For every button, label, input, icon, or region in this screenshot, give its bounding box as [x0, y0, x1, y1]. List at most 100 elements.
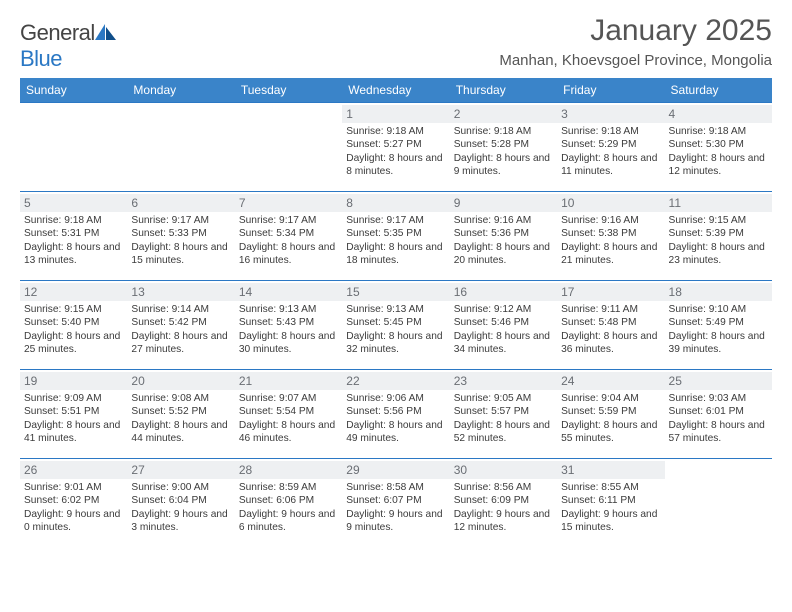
day-cell: 21Sunrise: 9:07 AMSunset: 5:54 PMDayligh…	[235, 370, 342, 458]
day-details: Sunrise: 9:13 AMSunset: 5:45 PMDaylight:…	[346, 303, 445, 357]
calendar-cell: 24Sunrise: 9:04 AMSunset: 5:59 PMDayligh…	[557, 370, 664, 459]
day-details: Sunrise: 9:05 AMSunset: 5:57 PMDaylight:…	[454, 392, 553, 446]
daylight-text: Daylight: 8 hours and 39 minutes.	[669, 331, 765, 355]
daylight-text: Daylight: 8 hours and 8 minutes.	[346, 153, 442, 177]
sunrise-text: Sunrise: 9:06 AM	[346, 393, 424, 404]
calendar-cell: 11Sunrise: 9:15 AMSunset: 5:39 PMDayligh…	[665, 192, 772, 281]
day-details: Sunrise: 8:56 AMSunset: 6:09 PMDaylight:…	[454, 481, 553, 535]
calendar-week: 1 Sunrise: 9:18 AMSunset: 5:27 PMDaylight…	[20, 103, 772, 192]
calendar-cell: 20Sunrise: 9:08 AMSunset: 5:52 PMDayligh…	[127, 370, 234, 459]
day-cell: 28Sunrise: 8:59 AMSunset: 6:06 PMDayligh…	[235, 459, 342, 547]
day-number: 6	[127, 194, 234, 212]
day-header: Saturday	[665, 78, 772, 103]
calendar-week: 12Sunrise: 9:15 AMSunset: 5:40 PMDayligh…	[20, 281, 772, 370]
calendar-cell: 31 Sunrise: 8:55 AMSunset: 6:11 PMDayligh…	[557, 459, 664, 548]
daylight-text: Daylight: 9 hours and 0 minutes.	[24, 509, 120, 533]
day-number: 31	[557, 461, 664, 479]
day-header: Tuesday	[235, 78, 342, 103]
sail-icon	[95, 24, 117, 40]
sunset-text: Sunset: 5:36 PM	[454, 228, 529, 239]
sunset-text: Sunset: 5:49 PM	[669, 317, 744, 328]
day-details: Sunrise: 8:59 AMSunset: 6:06 PMDaylight:…	[239, 481, 338, 535]
daylight-text: Daylight: 9 hours and 6 minutes.	[239, 509, 335, 533]
sunrise-text: Sunrise: 9:01 AM	[24, 482, 102, 493]
day-details: Sunrise: 9:17 AMSunset: 5:33 PMDaylight:…	[131, 214, 230, 268]
day-cell: 20Sunrise: 9:08 AMSunset: 5:52 PMDayligh…	[127, 370, 234, 458]
day-details: Sunrise: 9:18 AMSunset: 5:31 PMDaylight:…	[24, 214, 123, 268]
sunset-text: Sunset: 6:07 PM	[346, 495, 421, 506]
calendar-cell: 26Sunrise: 9:01 AMSunset: 6:02 PMDayligh…	[20, 459, 127, 548]
brand-text: General Blue	[20, 20, 117, 72]
sunrise-text: Sunrise: 9:18 AM	[669, 126, 747, 137]
day-number: 29	[342, 461, 449, 479]
calendar-week: 26Sunrise: 9:01 AMSunset: 6:02 PMDayligh…	[20, 459, 772, 548]
sunset-text: Sunset: 5:34 PM	[239, 228, 314, 239]
sunrise-text: Sunrise: 9:03 AM	[669, 393, 747, 404]
sunset-text: Sunset: 5:43 PM	[239, 317, 314, 328]
calendar-cell: 13Sunrise: 9:14 AMSunset: 5:42 PMDayligh…	[127, 281, 234, 370]
day-details: Sunrise: 9:18 AMSunset: 5:30 PMDaylight:…	[669, 125, 768, 179]
brand-word2: Blue	[20, 46, 62, 71]
calendar-cell	[127, 103, 234, 192]
day-number: 21	[235, 372, 342, 390]
day-cell: 29Sunrise: 8:58 AMSunset: 6:07 PMDayligh…	[342, 459, 449, 547]
day-header: Friday	[557, 78, 664, 103]
sunset-text: Sunset: 6:04 PM	[131, 495, 206, 506]
sunset-text: Sunset: 5:35 PM	[346, 228, 421, 239]
day-cell: 11Sunrise: 9:15 AMSunset: 5:39 PMDayligh…	[665, 192, 772, 280]
day-details: Sunrise: 9:16 AMSunset: 5:38 PMDaylight:…	[561, 214, 660, 268]
daylight-text: Daylight: 8 hours and 12 minutes.	[669, 153, 765, 177]
sunrise-text: Sunrise: 9:17 AM	[239, 215, 317, 226]
day-number: 2	[450, 105, 557, 123]
day-number: 26	[20, 461, 127, 479]
day-number: 8	[342, 194, 449, 212]
sunset-text: Sunset: 5:59 PM	[561, 406, 636, 417]
day-details: Sunrise: 9:00 AMSunset: 6:04 PMDaylight:…	[131, 481, 230, 535]
day-details: Sunrise: 8:55 AMSunset: 6:11 PMDaylight:…	[561, 481, 660, 535]
day-details: Sunrise: 9:18 AMSunset: 5:27 PMDaylight:…	[346, 125, 445, 179]
sunset-text: Sunset: 5:42 PM	[131, 317, 206, 328]
day-cell: 5Sunrise: 9:18 AMSunset: 5:31 PMDaylight…	[20, 192, 127, 280]
daylight-text: Daylight: 8 hours and 49 minutes.	[346, 420, 442, 444]
day-number: 24	[557, 372, 664, 390]
sunset-text: Sunset: 6:09 PM	[454, 495, 529, 506]
sunrise-text: Sunrise: 9:12 AM	[454, 304, 532, 315]
daylight-text: Daylight: 9 hours and 9 minutes.	[346, 509, 442, 533]
day-number: 3	[557, 105, 664, 123]
daylight-text: Daylight: 8 hours and 15 minutes.	[131, 242, 227, 266]
calendar-cell: 29Sunrise: 8:58 AMSunset: 6:07 PMDayligh…	[342, 459, 449, 548]
daylight-text: Daylight: 8 hours and 21 minutes.	[561, 242, 657, 266]
daylight-text: Daylight: 8 hours and 20 minutes.	[454, 242, 550, 266]
daylight-text: Daylight: 8 hours and 23 minutes.	[669, 242, 765, 266]
day-number: 18	[665, 283, 772, 301]
day-cell: 17Sunrise: 9:11 AMSunset: 5:48 PMDayligh…	[557, 281, 664, 369]
day-details: Sunrise: 9:17 AMSunset: 5:35 PMDaylight:…	[346, 214, 445, 268]
brand-word1: General	[20, 20, 95, 45]
daylight-text: Daylight: 8 hours and 34 minutes.	[454, 331, 550, 355]
day-number: 16	[450, 283, 557, 301]
title-block: January 2025 Manhan, Khoevsgoel Province…	[499, 14, 772, 69]
sunrise-text: Sunrise: 9:14 AM	[131, 304, 209, 315]
day-cell: 16Sunrise: 9:12 AMSunset: 5:46 PMDayligh…	[450, 281, 557, 369]
day-header: Sunday	[20, 78, 127, 103]
sunset-text: Sunset: 5:38 PM	[561, 228, 636, 239]
day-cell	[235, 103, 342, 191]
sunset-text: Sunset: 6:11 PM	[561, 495, 636, 506]
day-details: Sunrise: 9:09 AMSunset: 5:51 PMDaylight:…	[24, 392, 123, 446]
calendar-cell: 28Sunrise: 8:59 AMSunset: 6:06 PMDayligh…	[235, 459, 342, 548]
calendar-cell	[235, 103, 342, 192]
day-number: 1	[342, 105, 449, 123]
day-cell: 9Sunrise: 9:16 AMSunset: 5:36 PMDaylight…	[450, 192, 557, 280]
sunrise-text: Sunrise: 9:05 AM	[454, 393, 532, 404]
day-number: 13	[127, 283, 234, 301]
daylight-text: Daylight: 8 hours and 44 minutes.	[131, 420, 227, 444]
sunrise-text: Sunrise: 9:18 AM	[561, 126, 639, 137]
day-number: 20	[127, 372, 234, 390]
calendar-cell: 16Sunrise: 9:12 AMSunset: 5:46 PMDayligh…	[450, 281, 557, 370]
day-number: 4	[665, 105, 772, 123]
sunset-text: Sunset: 5:54 PM	[239, 406, 314, 417]
calendar-cell	[20, 103, 127, 192]
day-header-row: SundayMondayTuesdayWednesdayThursdayFrid…	[20, 78, 772, 103]
day-cell	[665, 459, 772, 547]
calendar-cell: 8 Sunrise: 9:17 AMSunset: 5:35 PMDaylight…	[342, 192, 449, 281]
